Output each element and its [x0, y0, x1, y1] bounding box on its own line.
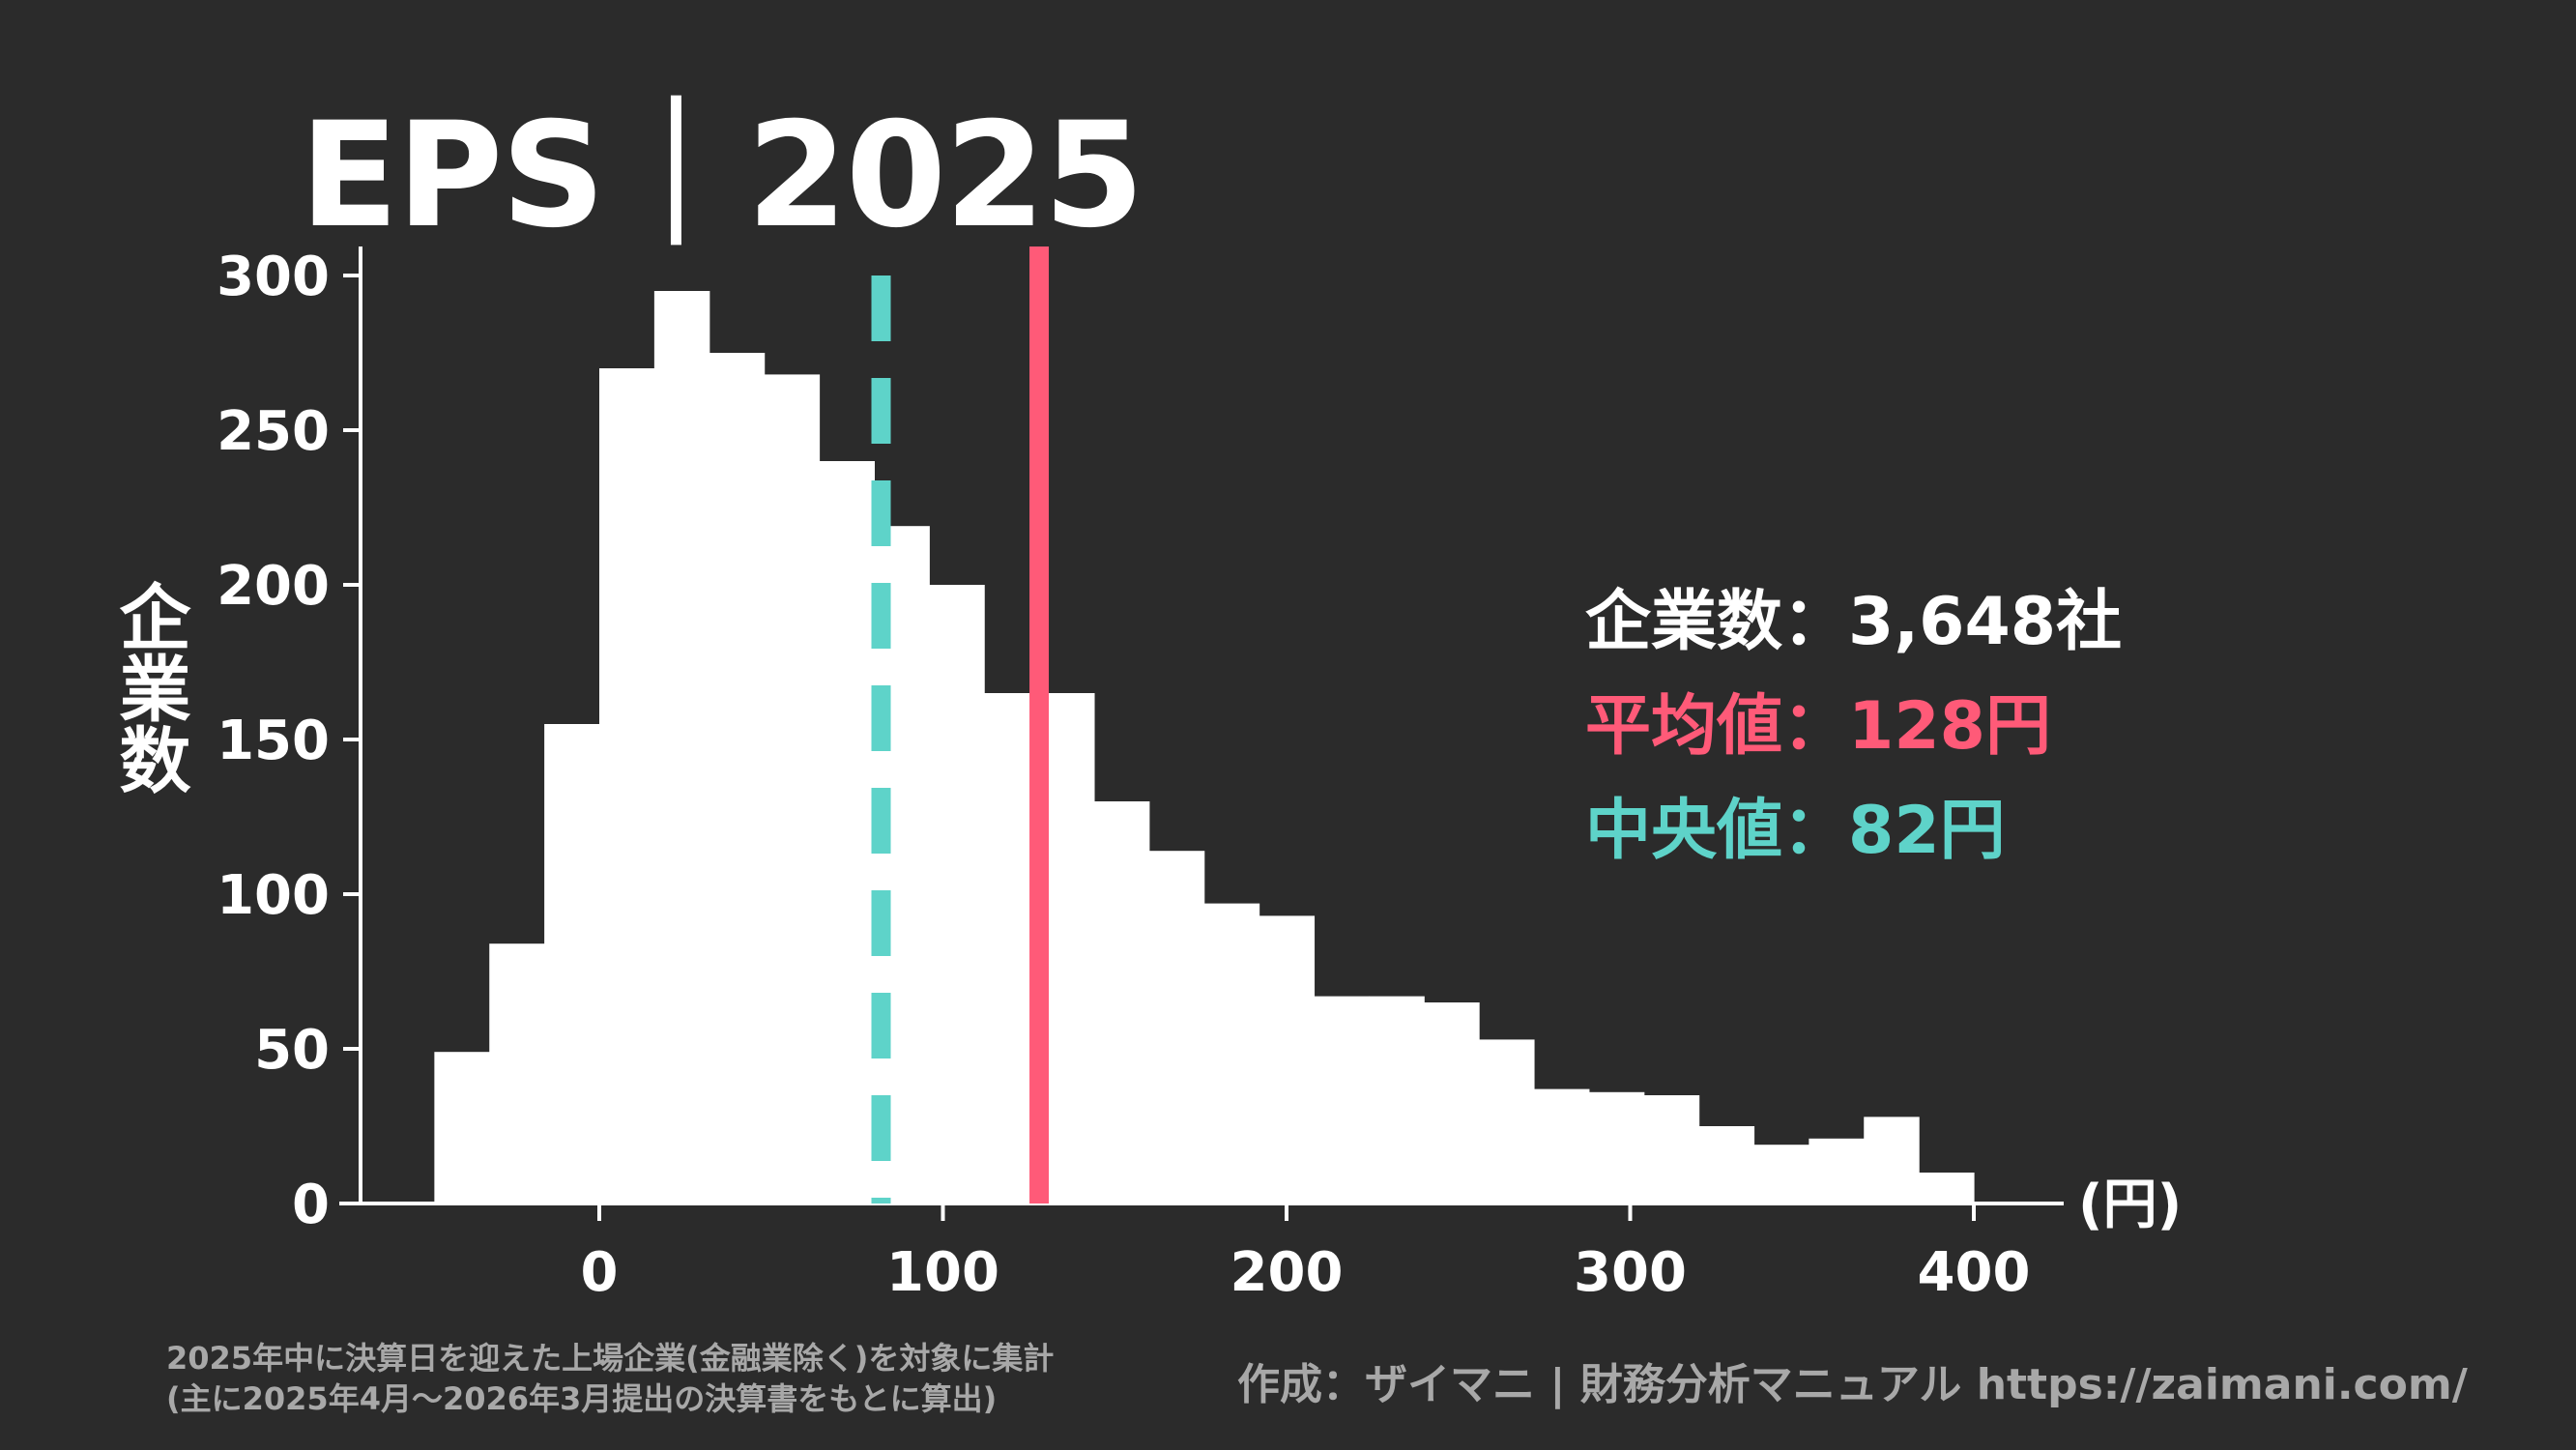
y-tick-label: 100 — [217, 864, 330, 927]
reference-lines — [871, 246, 1050, 1204]
company-count: 企業数：3,648社 — [1585, 584, 2123, 660]
y-tick-label: 200 — [217, 555, 330, 618]
histogram-bar — [1259, 915, 1316, 1204]
y-tick-label: 250 — [217, 400, 330, 463]
histogram-bar — [1809, 1138, 1865, 1204]
histogram-bar — [1753, 1145, 1809, 1204]
histogram-bar — [1919, 1173, 1975, 1204]
histogram-bar — [1203, 903, 1260, 1204]
histogram-bar — [764, 374, 821, 1204]
y-tick-label: 300 — [217, 246, 330, 308]
histogram-bar — [1314, 996, 1370, 1204]
histogram-bar — [709, 353, 766, 1204]
histogram-bars — [434, 291, 1975, 1204]
footnote-line-2: (主に2025年4月～2026年3月提出の決算書をもとに算出) — [166, 1380, 998, 1417]
x-tick-label: 0 — [581, 1241, 619, 1304]
summary-stats: 企業数：3,648社 平均値：128円 中央値：82円 — [1585, 570, 2122, 884]
median-value: 中央値：82円 — [1585, 793, 2006, 869]
x-tick-label: 100 — [886, 1241, 999, 1304]
histogram-bar — [1479, 1039, 1535, 1204]
histogram-bar — [1698, 1126, 1755, 1204]
histogram-bar — [1588, 1091, 1645, 1204]
histogram-bar — [599, 368, 655, 1204]
tick-labels: 0 50 100 150 200 250 300 0 100 200 300 400 (円) — [217, 246, 2182, 1304]
footnote: 2025年中に決算日を迎えた上場企業(金融業除く)を対象に集計 (主に2025年… — [166, 1338, 1054, 1419]
y-tick-label: 50 — [254, 1019, 330, 1082]
histogram-bar — [1093, 801, 1150, 1204]
x-axis-label: (円) — [2078, 1174, 2182, 1236]
chart-axes — [339, 246, 2064, 1221]
histogram-bar — [1864, 1116, 1920, 1204]
mean-value: 平均値：128円 — [1585, 688, 2051, 765]
histogram-bar — [1148, 851, 1205, 1204]
histogram-bar — [1369, 996, 1425, 1204]
histogram-bar — [1424, 1002, 1480, 1204]
histogram-bar — [1533, 1088, 1590, 1204]
histogram-bar — [544, 724, 600, 1204]
histogram-bar — [819, 461, 875, 1204]
credit-text: 作成：ザイマニ | 財務分析マニュアル https://zaimani.com/ — [1237, 1360, 2468, 1409]
histogram-bar — [489, 943, 545, 1204]
x-tick-label: 200 — [1230, 1241, 1344, 1304]
histogram-bar — [1643, 1095, 1700, 1204]
histogram-bar — [434, 1052, 490, 1204]
histogram-bar — [653, 291, 710, 1204]
footnote-line-1: 2025年中に決算日を迎えた上場企業(金融業除く)を対象に集計 — [166, 1340, 1055, 1377]
chart-title: EPS｜2025 — [300, 92, 1144, 260]
x-tick-label: 300 — [1574, 1241, 1687, 1304]
y-tick-label: 0 — [292, 1174, 330, 1236]
histogram-bar — [929, 585, 985, 1204]
x-tick-label: 400 — [1918, 1241, 2031, 1304]
y-axis-label: 企業数 — [107, 580, 190, 795]
y-tick-label: 150 — [217, 710, 330, 772]
